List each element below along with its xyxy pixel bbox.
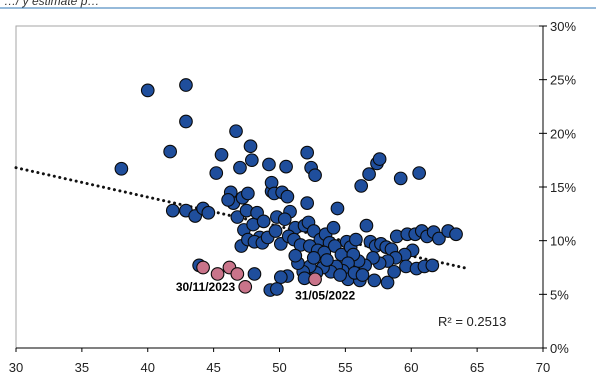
x-tick-label: 35 <box>75 360 89 375</box>
x-tick-label: 45 <box>206 360 220 375</box>
data-point <box>140 83 155 98</box>
data-point <box>326 220 341 235</box>
y-tick-label: 10% <box>550 234 576 249</box>
y-tick-label: 20% <box>550 126 576 141</box>
data-point <box>229 124 243 139</box>
data-point <box>233 160 247 175</box>
highlight-data-point <box>196 260 210 275</box>
data-point <box>393 171 408 186</box>
data-point <box>306 250 321 265</box>
data-point <box>449 227 463 242</box>
data-point <box>209 166 224 180</box>
x-tick-label: 50 <box>272 360 286 375</box>
data-point <box>244 153 259 168</box>
r-squared-label: R² = 0.2513 <box>438 314 506 329</box>
data-point <box>114 161 129 176</box>
data-point <box>330 201 345 216</box>
data-point <box>270 282 284 296</box>
highlight-series-points <box>196 260 322 294</box>
highlight-data-point <box>238 279 253 294</box>
data-point <box>179 78 193 92</box>
highlight-data-point <box>308 272 322 287</box>
data-point <box>300 145 315 160</box>
data-point <box>279 159 293 174</box>
data-point <box>412 166 427 180</box>
data-point <box>262 157 276 172</box>
data-point <box>354 179 369 193</box>
y-tick-label: 25% <box>550 73 576 88</box>
data-point <box>387 264 401 279</box>
x-axis-tick-labels: 30 35 40 45 50 55 60 65 70 <box>9 360 550 375</box>
x-tick-label: 40 <box>141 360 155 375</box>
point-annotation-label: 31/05/2022 <box>295 288 355 302</box>
data-point <box>333 268 347 282</box>
data-point <box>277 212 292 227</box>
y-tick-label: 0% <box>550 341 569 356</box>
data-point <box>214 147 229 162</box>
highlight-data-point <box>230 267 245 281</box>
data-point <box>349 232 363 247</box>
data-point <box>359 218 374 233</box>
highlight-data-point <box>210 267 225 281</box>
data-point <box>221 193 235 207</box>
x-tick-label: 30 <box>9 360 23 375</box>
header-text: …/ y estimate p… <box>4 0 99 8</box>
data-point <box>268 224 283 238</box>
y-tick-label: 5% <box>550 287 569 302</box>
data-point <box>380 275 395 290</box>
data-point <box>362 167 376 181</box>
data-point <box>241 186 255 201</box>
data-point <box>256 214 271 229</box>
data-point <box>201 205 216 220</box>
data-point <box>432 231 446 246</box>
x-tick-label: 65 <box>470 360 484 375</box>
data-point <box>165 203 180 218</box>
x-tick-label: 55 <box>338 360 352 375</box>
data-point <box>320 253 334 267</box>
data-point <box>308 168 322 183</box>
data-point <box>273 270 288 285</box>
y-tick-label: 15% <box>550 180 576 195</box>
data-point <box>230 210 245 224</box>
main-series-points <box>114 78 463 297</box>
data-point <box>355 268 370 282</box>
y-axis-tick-labels: 0% 5% 10% 15% 20% 25% 30% <box>550 19 576 356</box>
point-annotations: 30/11/2023 31/05/2022 <box>176 280 356 302</box>
data-point <box>163 144 177 159</box>
data-point <box>300 196 315 210</box>
y-tick-label: 30% <box>550 19 576 34</box>
data-point <box>372 152 387 166</box>
data-point <box>243 139 258 154</box>
data-point <box>247 267 262 281</box>
point-annotation-label: 30/11/2023 <box>176 280 236 294</box>
data-point <box>367 273 382 288</box>
data-point <box>280 189 295 204</box>
data-point <box>425 258 440 273</box>
x-tick-label: 60 <box>404 360 418 375</box>
data-point <box>179 114 193 129</box>
axes <box>15 25 547 352</box>
x-tick-label: 70 <box>536 360 550 375</box>
data-point <box>288 248 303 263</box>
